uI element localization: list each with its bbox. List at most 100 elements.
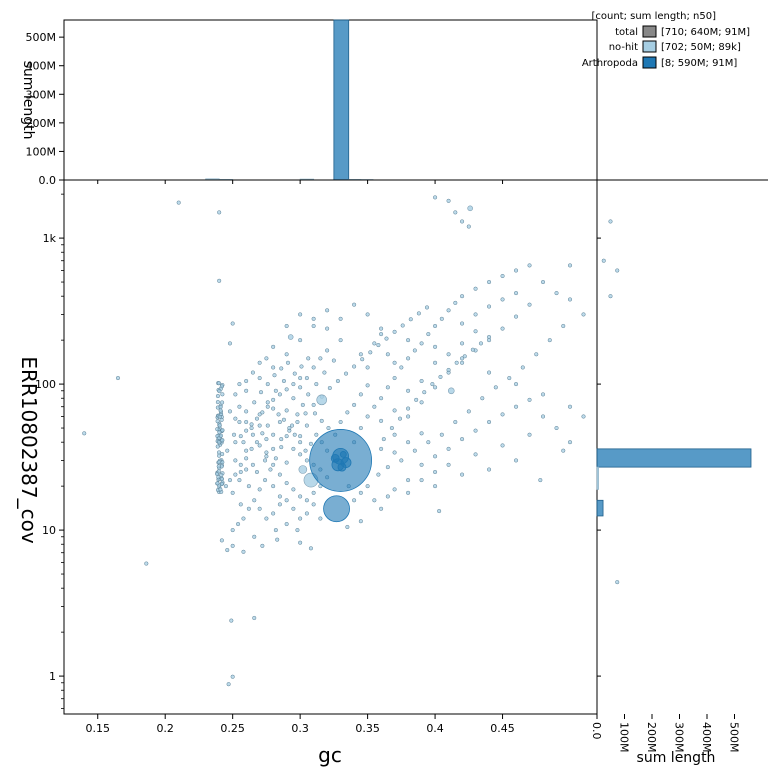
no-hit-point	[412, 348, 417, 353]
no-hit-point	[230, 321, 235, 326]
no-hit-point	[433, 344, 438, 349]
no-hit-point	[416, 311, 421, 316]
no-hit-point	[233, 440, 238, 445]
no-hit-point	[231, 432, 237, 437]
no-hit-point	[285, 360, 291, 365]
no-hit-point	[176, 200, 181, 205]
no-hit-point	[338, 316, 343, 321]
no-hit-point	[460, 341, 465, 346]
no-hit-point	[271, 406, 276, 411]
no-hit-point	[254, 440, 260, 445]
no-hit-point	[399, 458, 404, 463]
no-hit-point	[281, 378, 286, 384]
no-hit-point	[392, 450, 397, 455]
y-tick-label: 10	[42, 524, 56, 537]
no-hit-point	[257, 443, 262, 448]
no-hit-point	[219, 476, 225, 482]
no-hit-point	[325, 308, 330, 313]
no-hit-point	[399, 365, 404, 370]
no-hit-point	[312, 411, 318, 416]
no-hit-point	[271, 432, 276, 437]
no-hit-point	[365, 484, 370, 489]
no-hit-point	[244, 467, 249, 472]
no-hit-point	[257, 376, 262, 381]
no-hit-point	[215, 393, 220, 399]
no-hit-point	[325, 326, 330, 331]
no-hit-point	[230, 543, 235, 548]
no-hit-point	[236, 522, 241, 527]
no-hit-point	[433, 454, 438, 459]
no-hit-point	[446, 308, 451, 313]
no-hit-point	[331, 358, 336, 363]
no-hit-point	[487, 370, 492, 375]
no-hit-point	[358, 425, 363, 431]
no-hit-point-large	[467, 205, 473, 212]
no-hit-point	[385, 352, 390, 357]
no-hit-point	[513, 382, 519, 387]
no-hit-point	[379, 326, 384, 331]
no-hit-point	[408, 317, 413, 322]
no-hit-point	[254, 416, 260, 421]
no-hit-point	[372, 498, 377, 503]
no-hit-point	[567, 263, 573, 268]
no-hit-point	[264, 356, 269, 361]
no-hit-point	[272, 373, 277, 378]
y-tick-label: 1	[49, 670, 56, 683]
no-hit-point	[424, 305, 430, 310]
no-hit-point	[358, 490, 363, 495]
no-hit-point	[271, 446, 276, 451]
no-hit-point	[249, 422, 254, 427]
no-hit-point	[520, 365, 525, 370]
no-hit-point	[298, 452, 303, 457]
no-hit-point	[303, 411, 308, 416]
legend-no-hit-stats: [702; 50M; 89k]	[661, 42, 741, 53]
no-hit-point	[581, 312, 586, 317]
right-x-tick-label: 300M	[673, 722, 686, 753]
no-hit-point	[298, 540, 303, 545]
no-hit-point	[304, 376, 309, 381]
no-hit-point	[291, 506, 296, 511]
no-hit-point	[263, 478, 268, 483]
legend-arthropoda-name: Arthropoda	[582, 58, 638, 69]
no-hit-point	[291, 382, 296, 387]
no-hit-point	[433, 385, 438, 390]
no-hit-point	[527, 432, 532, 437]
no-hit-point	[581, 414, 586, 419]
no-hit-point	[241, 549, 246, 554]
x-tick-label: 0.4	[426, 722, 444, 735]
no-hit-point	[216, 464, 221, 469]
no-hit-point	[275, 537, 280, 542]
no-hit-point	[527, 397, 532, 402]
no-hit-point	[298, 312, 303, 317]
no-hit-point	[225, 547, 230, 553]
no-hit-point	[292, 371, 297, 376]
x-tick-label: 0.45	[490, 722, 515, 735]
no-hit-point	[257, 506, 262, 511]
no-hit-point	[322, 370, 327, 375]
no-hit-point	[513, 458, 519, 463]
no-hit-point	[384, 336, 389, 341]
no-hit-point	[439, 316, 444, 321]
no-hit-point	[460, 294, 465, 299]
no-hit-point	[419, 431, 424, 436]
x-tick-label: 0.25	[220, 722, 245, 735]
no-hit-point	[473, 452, 478, 457]
no-hit-point	[284, 498, 289, 503]
no-hit-point	[271, 365, 276, 370]
no-hit-point	[244, 378, 249, 384]
no-hit-point	[314, 432, 319, 437]
no-hit-point	[487, 304, 492, 309]
no-hit-point	[299, 364, 304, 369]
no-hit-point	[264, 516, 269, 521]
no-hit-point	[385, 494, 390, 499]
no-hit-point	[406, 406, 411, 411]
no-hit-point	[241, 516, 246, 521]
no-hit-point	[220, 452, 225, 457]
no-hit-point	[540, 414, 546, 419]
legend-arthropoda-stats: [8; 590M; 91M]	[661, 58, 737, 69]
no-hit-point	[368, 350, 373, 355]
no-hit-point	[252, 400, 257, 405]
no-hit-point	[554, 291, 559, 296]
no-hit-point	[446, 446, 451, 451]
no-hit-point	[414, 397, 419, 402]
